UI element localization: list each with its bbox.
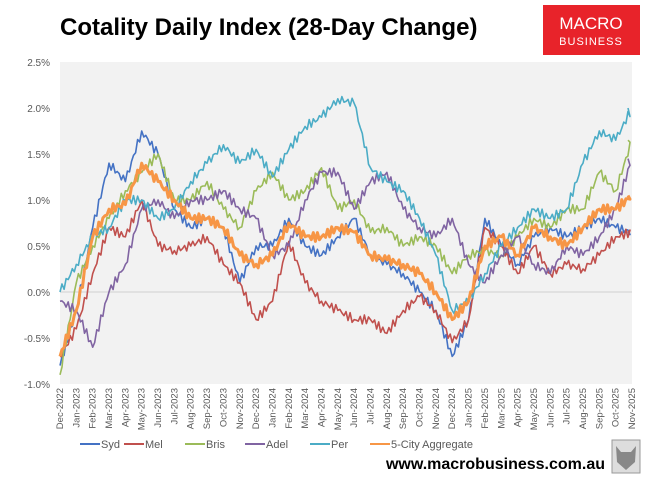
x-tick-label: Jul-2023 — [169, 388, 180, 424]
legend-item: 5-City Aggregate — [370, 439, 473, 451]
y-tick-label: 2.5% — [27, 58, 50, 69]
x-tick-label: Aug-2023 — [186, 388, 197, 429]
y-tick-label: 0.5% — [27, 242, 50, 253]
legend-label: Per — [331, 439, 348, 451]
legend-label: Bris — [206, 439, 225, 451]
x-tick-label: Jun-2025 — [545, 388, 556, 428]
legend-label: 5-City Aggregate — [391, 439, 473, 451]
x-tick-label: Feb-2025 — [480, 388, 491, 429]
y-tick-label: 2.0% — [27, 104, 50, 115]
x-tick-label: Mar-2024 — [300, 388, 311, 429]
y-tick-label: -0.5% — [24, 334, 50, 345]
legend-item: Bris — [185, 439, 225, 451]
series-line-per — [59, 95, 631, 315]
x-tick-label: Jun-2024 — [349, 388, 360, 428]
footer-url[interactable]: www.macrobusiness.com.au — [385, 456, 605, 473]
x-tick-label: Oct-2023 — [218, 388, 229, 427]
x-tick-label: Oct-2024 — [415, 388, 426, 427]
x-tick-label: Nov-2024 — [431, 388, 442, 429]
logo-line1: MACRO — [559, 14, 622, 33]
x-tick-label: Jun-2023 — [153, 388, 164, 428]
series-line-mel — [60, 199, 631, 358]
x-tick-label: May-2025 — [529, 388, 540, 430]
series-line-5-city-aggregate — [58, 161, 632, 357]
x-tick-label: Jul-2024 — [366, 388, 377, 424]
x-tick-label: Sep-2024 — [398, 388, 409, 429]
x-tick-label: Nov-2025 — [627, 388, 638, 429]
legend-label: Adel — [266, 439, 288, 451]
x-tick-label: May-2024 — [333, 388, 344, 430]
x-tick-label: Jul-2025 — [562, 388, 573, 424]
y-tick-label: 1.5% — [27, 150, 50, 161]
x-tick-label: May-2023 — [137, 388, 148, 430]
y-tick-label: 0.0% — [27, 288, 50, 299]
x-tick-label: Apr-2024 — [316, 388, 327, 427]
x-tick-label: Mar-2025 — [496, 388, 507, 429]
legend-label: Mel — [145, 439, 163, 451]
x-tick-label: Feb-2023 — [88, 388, 99, 429]
legend-label: Syd — [101, 439, 120, 451]
x-tick-label: Mar-2023 — [104, 388, 115, 429]
x-tick-label: Sep-2025 — [594, 388, 605, 429]
x-tick-label: Dec-2023 — [251, 388, 262, 429]
x-tick-label: Jan-2024 — [267, 388, 278, 428]
series-line-bris — [59, 139, 631, 376]
logo-line2: BUSINESS — [559, 36, 623, 48]
macrobusiness-logo: MACRO BUSINESS — [543, 5, 640, 55]
y-tick-label: -1.0% — [24, 380, 50, 391]
x-tick-label: Apr-2023 — [120, 388, 131, 427]
x-tick-label: Sep-2023 — [202, 388, 213, 429]
x-tick-label: Aug-2025 — [578, 388, 589, 429]
x-tick-label: Oct-2025 — [611, 388, 622, 427]
legend-item: Syd — [80, 439, 120, 451]
x-tick-label: Aug-2024 — [382, 388, 393, 429]
legend-item: Adel — [245, 439, 288, 451]
x-tick-label: Dec-2024 — [447, 388, 458, 429]
x-tick-label: Feb-2024 — [284, 388, 295, 429]
series-line-adel — [59, 158, 631, 349]
wolf-icon — [611, 439, 641, 474]
legend-item: Mel — [124, 439, 163, 451]
x-tick-label: Jan-2025 — [464, 388, 475, 428]
y-tick-label: 1.0% — [27, 196, 50, 207]
chart-title: Cotality Daily Index (28-Day Change) — [60, 14, 477, 41]
x-tick-label: Nov-2023 — [235, 388, 246, 429]
x-tick-label: Apr-2025 — [513, 388, 524, 427]
x-tick-label: Dec-2022 — [55, 388, 66, 429]
x-tick-label: Jan-2023 — [71, 388, 82, 428]
series-line-syd — [59, 130, 631, 366]
legend-item: Per — [310, 439, 348, 451]
